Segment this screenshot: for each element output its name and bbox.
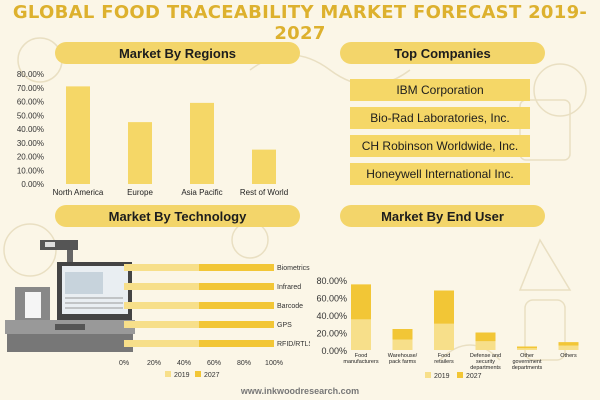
bar-others-2019 — [558, 345, 579, 350]
x-tick-label: 60% — [207, 360, 221, 367]
page-title: GLOBAL FOOD TRACEABILITY MARKET FORECAST… — [12, 2, 588, 44]
bar-infrared-2027 — [199, 283, 274, 290]
cash-register-icon — [5, 240, 135, 352]
section-header-end-user: Market By End User — [340, 205, 545, 227]
x-tick-label: Others — [560, 353, 577, 359]
legend-swatch — [457, 372, 463, 378]
x-tick-label: 20% — [147, 360, 161, 367]
y-tick-label: 0.00% — [321, 346, 347, 356]
y-tick-label: 40.00% — [17, 125, 44, 134]
bar-biometrics-2027 — [199, 264, 274, 271]
bar-warehouse-pack-farms-2027 — [392, 329, 413, 340]
x-tick-label: Food manufacturers — [343, 353, 378, 365]
bar-food-retailers-2019 — [434, 323, 454, 350]
section-header-technology: Market By Technology — [55, 205, 300, 227]
bar-other-government-departments-2019 — [517, 348, 537, 350]
company-box: Bio-Rad Laboratories, Inc. — [350, 107, 530, 129]
y-tick-label: 70.00% — [17, 84, 44, 93]
bar-food-manufacturers-2027 — [351, 284, 371, 320]
x-tick-label: Defense and security departments — [470, 353, 501, 371]
y-tick-label: 20.00% — [17, 153, 44, 162]
company-box: IBM Corporation — [350, 79, 530, 101]
x-tick-label: Rest of World — [240, 188, 288, 197]
footer-url: www.inkwoodresearch.com — [240, 386, 360, 396]
category-label: GPS — [277, 322, 292, 329]
y-tick-label: 60.00% — [17, 98, 44, 107]
y-tick-label: 50.00% — [17, 111, 44, 120]
y-tick-label: 20.00% — [316, 329, 347, 339]
bar-warehouse-pack-farms-2019 — [392, 339, 413, 350]
bar-north-america — [66, 86, 90, 184]
company-box: CH Robinson Worldwide, Inc. — [350, 135, 530, 157]
legend-label: 2027 — [466, 373, 482, 380]
category-label: Infrared — [277, 284, 301, 291]
category-label: RFID/RTLS — [277, 341, 310, 348]
y-tick-label: 0.00% — [21, 180, 44, 189]
bar-rfid-rtls-2019 — [124, 340, 199, 347]
x-tick-label: Asia Pacific — [181, 188, 222, 197]
x-tick-label: Europe — [127, 188, 153, 197]
bar-defense-and-security-departments-2019 — [475, 341, 496, 350]
y-tick-label: 80.00% — [17, 70, 44, 79]
x-tick-label: Other government departments — [512, 353, 543, 371]
x-tick-label: Warehouse/pack farms — [388, 353, 418, 365]
bar-biometrics-2019 — [124, 264, 199, 271]
company-box: Honeywell International Inc. — [350, 163, 530, 185]
x-tick-label: 40% — [177, 360, 191, 367]
y-tick-label: 60.00% — [316, 294, 347, 304]
bar-others-2027 — [558, 342, 579, 346]
y-tick-label: 10.00% — [17, 166, 44, 175]
bar-defense-and-security-departments-2027 — [475, 332, 496, 342]
legend-swatch — [425, 372, 431, 378]
bar-gps-2027 — [199, 321, 274, 328]
legend-label: 2019 — [174, 372, 190, 379]
x-tick-label: 80% — [237, 360, 251, 367]
end-user-bar-chart: 0.00% 20.00% 40.00% 60.00% 80.00% Food manufac… — [316, 276, 579, 380]
category-label: Barcode — [277, 303, 303, 310]
bar-food-retailers-2027 — [434, 290, 454, 324]
legend-swatch — [165, 371, 171, 377]
bar-europe — [128, 122, 152, 184]
legend-label: 2027 — [204, 372, 220, 379]
technology-bar-chart: Biometrics Infrared Barcode GPS RFID/RTLS 0% 2… — [119, 264, 310, 379]
y-tick-label: 80.00% — [316, 276, 347, 286]
section-header-companies: Top Companies — [340, 42, 545, 64]
bar-gps-2019 — [124, 321, 199, 328]
x-tick-label: 0% — [119, 360, 129, 367]
section-header-regions: Market By Regions — [55, 42, 300, 64]
y-tick-label: 40.00% — [316, 311, 347, 321]
category-label: Biometrics — [277, 265, 310, 272]
bar-food-manufacturers-2019 — [351, 319, 371, 350]
x-tick-label: 100% — [265, 360, 283, 367]
bar-infrared-2019 — [124, 283, 199, 290]
legend-label: 2019 — [434, 373, 450, 380]
bar-asia-pacific — [190, 102, 214, 184]
bar-barcode-2027 — [199, 302, 274, 309]
bar-rfid-rtls-2027 — [199, 340, 274, 347]
legend-swatch — [195, 371, 201, 377]
x-tick-label: Food retailers — [434, 353, 454, 365]
bar-rest-of-world — [252, 149, 276, 184]
regions-bar-chart: 0.00% 10.00% 20.00% 30.00% 40.00% 50.00% 60.00… — [17, 70, 288, 197]
y-tick-label: 30.00% — [17, 139, 44, 148]
bar-other-government-departments-2027 — [517, 346, 537, 349]
bar-barcode-2019 — [124, 302, 199, 309]
x-tick-label: North America — [53, 188, 104, 197]
